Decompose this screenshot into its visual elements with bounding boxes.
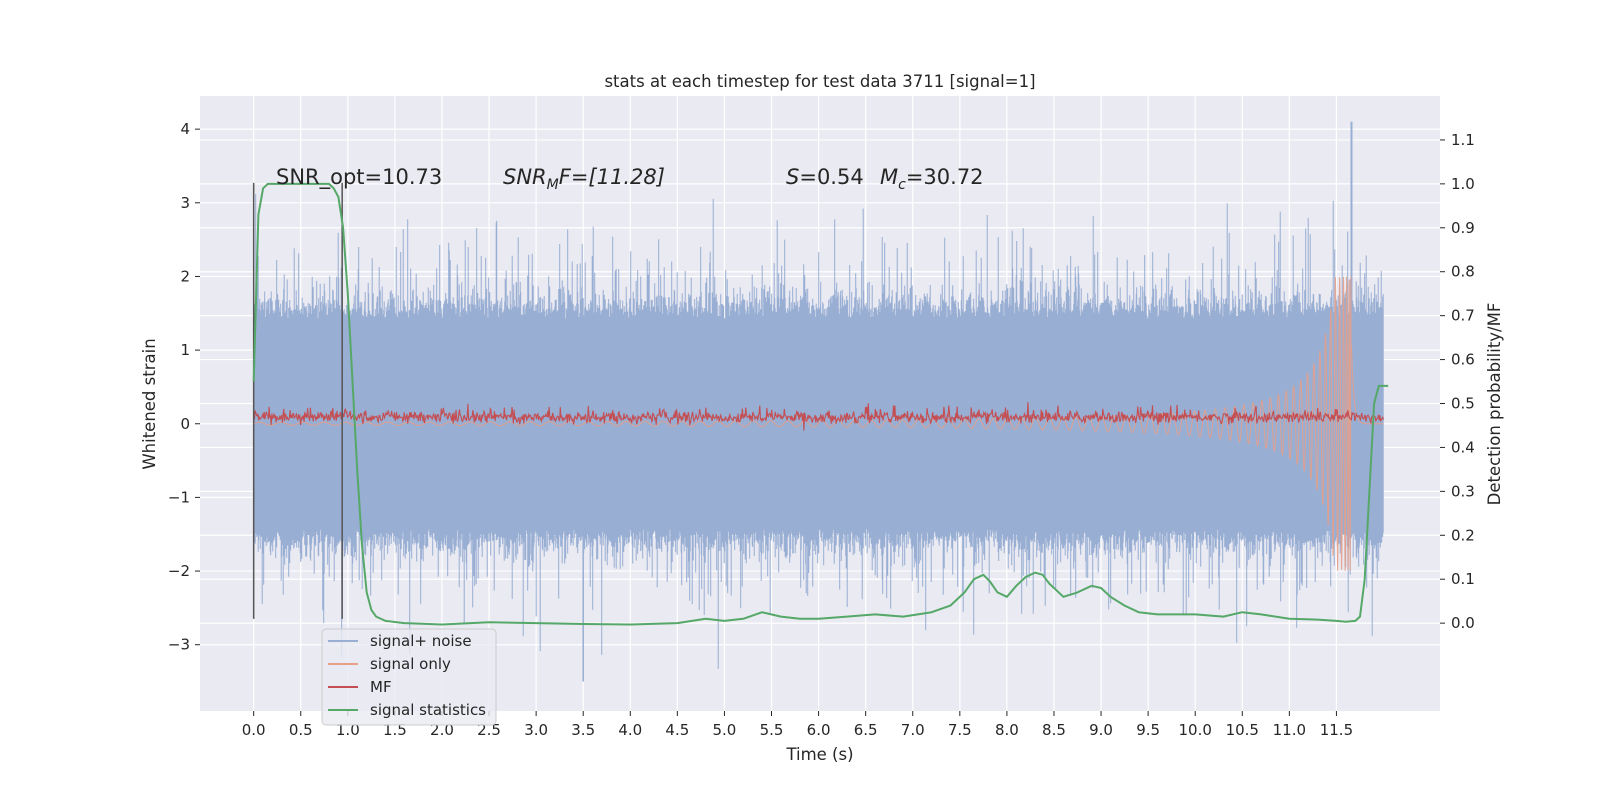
- right-y-axis-ticks: 0.0 0.1 0.2 0.3 0.4 0.5 0.6 0.7 0.8 0.9 1.0 1.1: [1440, 131, 1475, 632]
- x-tick-label: 0.5: [289, 721, 313, 739]
- right-y-tick-label: 0.7: [1451, 307, 1475, 325]
- annotation-snr-opt: SNR_opt=10.73: [276, 165, 442, 190]
- x-axis-ticks: 0.0 0.5 1.0 1.5 2.0 2.5 3.0 3.5 4.0 4.5 5.0 5.5 6.0 6…: [242, 711, 1353, 739]
- annotation-mc: Mc=30.72: [880, 165, 984, 193]
- y-axis-ticks: −3 −2 −1 0 1 2 3 4: [168, 120, 200, 654]
- right-y-tick-label: 0.3: [1451, 482, 1475, 500]
- x-tick-label: 8.5: [1042, 721, 1066, 739]
- annotation-snr-mf-subscript: M: [547, 177, 559, 193]
- right-y-tick-label: 0.0: [1451, 614, 1475, 632]
- right-y-tick-label: 0.8: [1451, 263, 1475, 281]
- annotation-snr-mf-value: F=[11.28]: [559, 165, 665, 189]
- signal-statistics-line: [252, 182, 1389, 626]
- annotation-s-value: =0.54: [799, 165, 863, 189]
- y-tick-label: 1: [180, 341, 190, 359]
- right-y-axis-label: Detection probability/MF: [1485, 303, 1504, 506]
- right-y-tick-label: 1.1: [1451, 131, 1475, 149]
- y-tick-label: 3: [180, 194, 190, 212]
- signal-only-series: [253, 276, 1384, 572]
- x-tick-label: 4.0: [618, 721, 642, 739]
- legend: signal+ noise signal only MF signal stat…: [321, 628, 497, 726]
- legend-label-mf: MF: [370, 678, 392, 696]
- annotation-mc-subscript: c: [898, 177, 906, 193]
- annotation-snr-mf-symbol: SNR: [503, 165, 547, 189]
- legend-label-signal-only: signal only: [370, 655, 451, 673]
- legend-label-signal-statistics: signal statistics: [370, 701, 486, 719]
- legend-label-signal-plus-noise: signal+ noise: [370, 632, 472, 650]
- x-tick-label: 4.5: [665, 721, 689, 739]
- x-tick-label: 11.0: [1273, 721, 1306, 739]
- x-tick-label: 7.5: [948, 721, 972, 739]
- annotation-mc-symbol: M: [880, 165, 898, 189]
- x-tick-label: 0.0: [242, 721, 266, 739]
- y-tick-label: 0: [180, 415, 190, 433]
- x-tick-label: 5.5: [760, 721, 784, 739]
- x-axis-label: Time (s): [785, 745, 853, 764]
- marker-vertical-lines: [252, 182, 343, 619]
- x-tick-label: 8.0: [995, 721, 1019, 739]
- right-y-tick-label: 0.1: [1451, 570, 1475, 588]
- y-tick-label: −2: [168, 562, 190, 580]
- y-axis-label: Whitened strain: [140, 338, 159, 469]
- right-y-tick-label: 1.0: [1451, 175, 1475, 193]
- annotation-mc-value: =30.72: [906, 165, 984, 189]
- y-tick-label: 2: [180, 267, 190, 285]
- x-tick-label: 11.5: [1320, 721, 1353, 739]
- legend-box: [321, 628, 497, 726]
- y-tick-label: −1: [168, 488, 190, 506]
- signal-statistics-series: [252, 182, 1389, 626]
- mf-series: [253, 402, 1385, 431]
- x-tick-label: 3.0: [524, 721, 548, 739]
- right-y-tick-label: 0.2: [1451, 526, 1475, 544]
- x-tick-label: 9.5: [1136, 721, 1160, 739]
- y-tick-label: −3: [168, 636, 190, 654]
- right-y-tick-label: 0.4: [1451, 438, 1475, 456]
- chart-title: stats at each timestep for test data 371…: [604, 72, 1035, 91]
- x-tick-label: 10.5: [1226, 721, 1259, 739]
- x-tick-label: 6.5: [854, 721, 878, 739]
- signal-only-line: [253, 276, 1384, 572]
- x-tick-label: 10.0: [1178, 721, 1211, 739]
- x-tick-label: 7.0: [901, 721, 925, 739]
- right-y-tick-label: 0.9: [1451, 219, 1475, 237]
- x-tick-label: 6.0: [807, 721, 831, 739]
- x-tick-label: 3.5: [571, 721, 595, 739]
- mf-line: [253, 402, 1385, 431]
- annotation-s: S=0.54: [786, 165, 864, 189]
- annotation-s-symbol: S: [786, 165, 799, 189]
- x-tick-label: 9.0: [1089, 721, 1113, 739]
- annotation-snr-mf: SNRMF=[11.28]: [503, 165, 665, 193]
- right-y-tick-label: 0.5: [1451, 395, 1475, 413]
- right-y-tick-label: 0.6: [1451, 351, 1475, 369]
- y-tick-label: 4: [180, 120, 190, 138]
- x-tick-label: 5.0: [713, 721, 737, 739]
